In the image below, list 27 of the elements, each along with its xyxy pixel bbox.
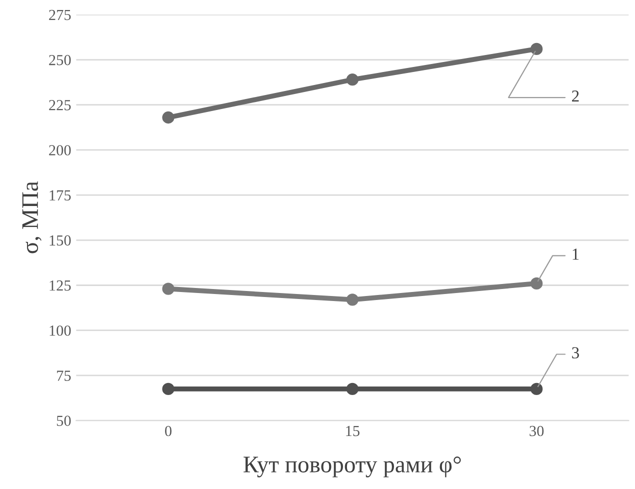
y-tick-label: 125 — [50, 280, 71, 291]
point — [346, 74, 358, 86]
text: 3 — [572, 347, 579, 358]
y-tick-label: 175 — [50, 190, 71, 201]
y-tick-label: 150 — [50, 235, 71, 246]
x-tick-label: 0 — [165, 426, 172, 436]
x-tick-label: 30 — [530, 426, 544, 436]
y-tick-label: 200 — [49, 145, 71, 156]
text: 2 — [572, 90, 579, 102]
y-tick-label: 275 — [49, 10, 71, 20]
y-tick-label: 250 — [49, 54, 71, 66]
x-tick-label: 15 — [346, 426, 360, 436]
x-axis-title: Кут повороту рами φ° — [244, 456, 461, 478]
y-axis-title: σ, МПа — [22, 181, 42, 254]
point — [162, 382, 174, 396]
y-tick-label: 225 — [49, 100, 71, 110]
point — [346, 382, 358, 396]
y-tick-label: 75 — [57, 370, 71, 381]
y-tick-label: 100 — [50, 325, 71, 336]
text: 1 — [572, 248, 579, 260]
point — [530, 42, 543, 56]
point — [530, 277, 543, 290]
point — [162, 111, 174, 124]
y-tick-label: 50 — [56, 416, 71, 426]
point — [346, 294, 358, 306]
point — [530, 382, 543, 396]
point — [162, 282, 174, 295]
